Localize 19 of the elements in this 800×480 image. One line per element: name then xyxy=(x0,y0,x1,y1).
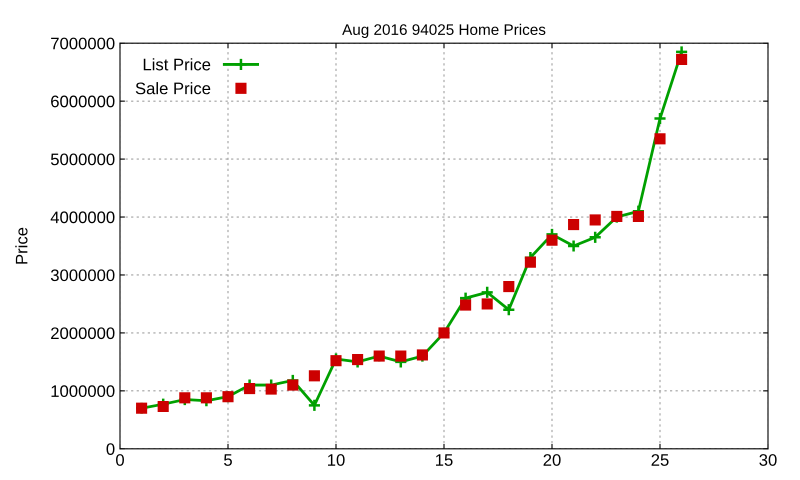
x-tick-label: 0 xyxy=(116,454,124,466)
legend-label: Sale Price xyxy=(136,82,210,94)
x-tick-label: 20 xyxy=(544,454,561,466)
x-tick-label: 30 xyxy=(759,454,777,466)
x-tick-label: 5 xyxy=(224,454,232,466)
y-tick-label: 3000000 xyxy=(50,269,114,282)
y-axis-title: Price xyxy=(15,228,28,264)
y-tick-label: 5000000 xyxy=(50,153,114,166)
y-tick-label: 6000000 xyxy=(51,96,114,108)
y-tick-label: 1000000 xyxy=(52,385,114,398)
y-tick-label: 2000000 xyxy=(51,327,114,340)
chart-title: Aug 2016 94025 Home Prices xyxy=(342,24,546,38)
y-tick-label: 7000000 xyxy=(51,38,114,50)
x-tick-label: 25 xyxy=(652,454,669,466)
x-tick-label: 15 xyxy=(436,454,453,466)
y-tick-label: 4000000 xyxy=(50,211,114,224)
x-tick-label: 10 xyxy=(328,454,345,466)
y-tick-label: 0 xyxy=(106,443,114,456)
legend-label: List Price xyxy=(144,58,210,70)
